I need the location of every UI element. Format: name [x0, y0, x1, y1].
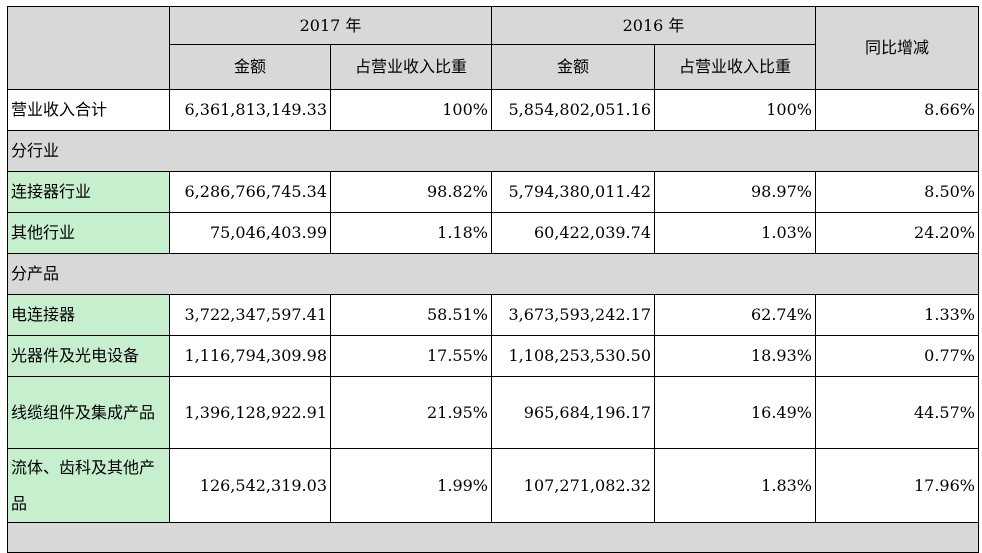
yoy-cell: 0.77% [815, 335, 979, 377]
amount-2017-cell: 6,286,766,745.34 [169, 171, 331, 213]
footer-band [7, 522, 979, 553]
table-row: 其他行业 75,046,403.99 1.18% 60,422,039.74 1… [7, 212, 979, 254]
table-row: 线缆组件及集成产品 1,396,128,922.91 21.95% 965,68… [7, 376, 979, 449]
yoy-cell: 44.57% [815, 376, 979, 449]
section-title-industry: 分行业 [7, 130, 979, 172]
amount-2017-cell: 126,542,319.03 [169, 448, 331, 523]
amount-2016-cell: 5,854,802,051.16 [491, 89, 655, 131]
amount-2016-cell: 1,108,253,530.50 [491, 335, 655, 377]
share-2016-cell: 62.74% [654, 294, 816, 336]
share-2016-cell: 100% [654, 89, 816, 131]
row-label: 光器件及光电设备 [7, 335, 170, 377]
table-row-total: 营业收入合计 6,361,813,149.33 100% 5,854,802,0… [7, 89, 979, 131]
amount-2016-cell: 60,422,039.74 [491, 212, 655, 254]
share-2016-cell: 1.83% [654, 448, 816, 523]
row-label: 线缆组件及集成产品 [7, 376, 170, 449]
share-2016-cell: 18.93% [654, 335, 816, 377]
yoy-cell: 8.50% [815, 171, 979, 213]
share-2016-cell: 16.49% [654, 376, 816, 449]
amount-2016-cell: 107,271,082.32 [491, 448, 655, 523]
header-amount-2017: 金额 [169, 44, 331, 90]
row-label: 营业收入合计 [7, 89, 170, 131]
yoy-cell: 8.66% [815, 89, 979, 131]
table-row: 流体、齿科及其他产品 126,542,319.03 1.99% 107,271,… [7, 448, 979, 523]
amount-2017-cell: 6,361,813,149.33 [169, 89, 331, 131]
share-2016-cell: 1.03% [654, 212, 816, 254]
revenue-table: 2017 年 2016 年 同比增减 金额 占营业收入比重 金额 占营业收入比重… [7, 6, 979, 553]
section-row-product: 分产品 [7, 253, 979, 295]
share-2017-cell: 98.82% [330, 171, 492, 213]
header-amount-2016: 金额 [491, 44, 655, 90]
row-label: 电连接器 [7, 294, 170, 336]
share-2017-cell: 21.95% [330, 376, 492, 449]
amount-2017-cell: 1,396,128,922.91 [169, 376, 331, 449]
amount-2016-cell: 5,794,380,011.42 [491, 171, 655, 213]
table-row: 光器件及光电设备 1,116,794,309.98 17.55% 1,108,2… [7, 335, 979, 377]
header-corner-cell [7, 6, 170, 90]
amount-2017-cell: 1,116,794,309.98 [169, 335, 331, 377]
yoy-cell: 17.96% [815, 448, 979, 523]
amount-2016-cell: 3,673,593,242.17 [491, 294, 655, 336]
yoy-cell: 24.20% [815, 212, 979, 254]
row-label: 其他行业 [7, 212, 170, 254]
share-2017-cell: 1.99% [330, 448, 492, 523]
table-row: 连接器行业 6,286,766,745.34 98.82% 5,794,380,… [7, 171, 979, 213]
section-row-industry: 分行业 [7, 130, 979, 172]
share-2017-cell: 17.55% [330, 335, 492, 377]
share-2017-cell: 1.18% [330, 212, 492, 254]
row-label: 连接器行业 [7, 171, 170, 213]
amount-2017-cell: 3,722,347,597.41 [169, 294, 331, 336]
header-row-columns: 金额 占营业收入比重 金额 占营业收入比重 [8, 44, 979, 90]
section-title-product: 分产品 [7, 253, 979, 295]
header-yoy-change: 同比增减 [815, 6, 979, 90]
table-row: 电连接器 3,722,347,597.41 58.51% 3,673,593,2… [7, 294, 979, 336]
amount-2017-cell: 75,046,403.99 [169, 212, 331, 254]
header-year-2016: 2016 年 [491, 6, 816, 45]
header-share-2016: 占营业收入比重 [654, 44, 816, 90]
share-2016-cell: 98.97% [654, 171, 816, 213]
share-2017-cell: 100% [330, 89, 492, 131]
share-2017-cell: 58.51% [330, 294, 492, 336]
yoy-cell: 1.33% [815, 294, 979, 336]
amount-2016-cell: 965,684,196.17 [491, 376, 655, 449]
table-row-footer-partial [7, 522, 979, 553]
header-share-2017: 占营业收入比重 [330, 44, 492, 90]
header-year-2017: 2017 年 [169, 6, 492, 45]
header-row-years: 2017 年 2016 年 同比增减 [7, 6, 979, 90]
row-label: 流体、齿科及其他产品 [7, 448, 170, 523]
